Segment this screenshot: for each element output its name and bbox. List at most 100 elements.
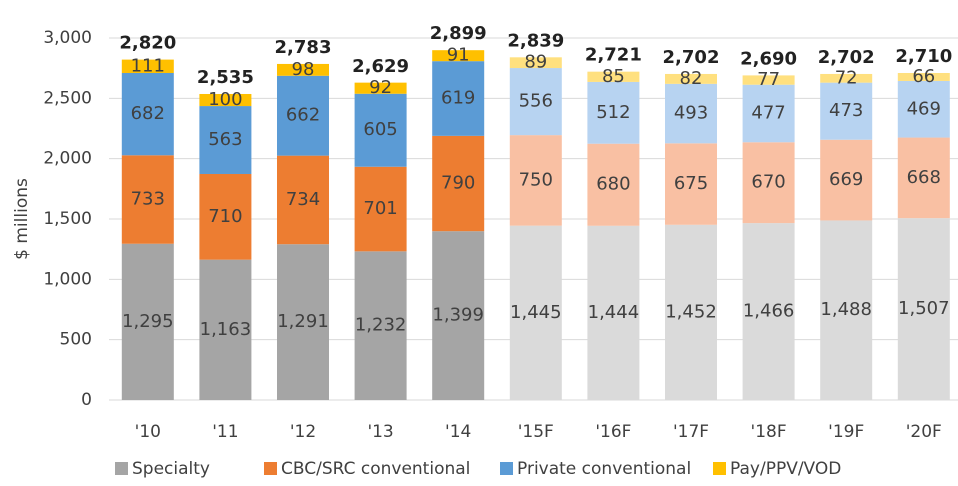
x-tick-label: '13 xyxy=(367,422,393,442)
legend-label: Specialty xyxy=(132,459,210,479)
data-label: 512 xyxy=(596,102,630,123)
data-label: 100 xyxy=(208,89,242,110)
bar-segment xyxy=(587,71,640,82)
legend-label: Pay/PPV/VOD xyxy=(730,459,841,479)
legend-label: Private conventional xyxy=(517,459,691,479)
data-label: 66 xyxy=(912,66,935,87)
data-label: 675 xyxy=(674,173,708,194)
data-label: 734 xyxy=(286,189,320,210)
bar-segment xyxy=(121,59,174,73)
data-label: 1,488 xyxy=(820,299,872,320)
data-label: 72 xyxy=(835,67,858,88)
bar-segment xyxy=(820,220,873,400)
y-tick-label: 1,000 xyxy=(43,269,92,289)
x-tick-label: '10 xyxy=(135,422,161,442)
data-label: 668 xyxy=(907,167,941,188)
legend-swatch xyxy=(713,462,726,475)
bar-segment xyxy=(432,61,485,136)
y-tick-label: 2,000 xyxy=(43,149,92,169)
data-label: 469 xyxy=(907,98,941,119)
data-label: 77 xyxy=(757,69,780,90)
total-label: 2,702 xyxy=(663,47,720,68)
bar-segment xyxy=(277,244,329,400)
bar-segment xyxy=(897,72,950,81)
bar-segment xyxy=(897,137,950,219)
data-label: 1,444 xyxy=(588,302,640,323)
total-label: 2,839 xyxy=(507,30,564,51)
bar-segment xyxy=(121,155,174,244)
data-label: 750 xyxy=(519,169,553,190)
bar-segment xyxy=(509,57,562,69)
legend-swatch xyxy=(264,462,277,475)
bar-segment xyxy=(820,73,873,83)
bar-segment xyxy=(121,243,174,400)
y-tick-label: 1,500 xyxy=(43,209,92,229)
bar-segment xyxy=(587,225,640,400)
y-tick-label: 500 xyxy=(60,330,92,350)
data-label: 662 xyxy=(286,105,320,126)
legend-label: CBC/SRC conventional xyxy=(281,459,470,479)
bar-segment xyxy=(897,80,950,138)
bar-segment xyxy=(820,139,873,221)
data-label: 92 xyxy=(369,77,392,98)
data-label: 563 xyxy=(208,129,242,150)
data-label: 1,291 xyxy=(277,311,329,332)
legend-swatch xyxy=(500,462,513,475)
x-tick-label: '19F xyxy=(828,422,864,442)
bar-segment xyxy=(277,75,329,156)
data-label: 605 xyxy=(363,119,397,140)
total-label: 2,535 xyxy=(197,67,254,88)
data-label: 733 xyxy=(131,189,165,210)
bar-segment xyxy=(665,143,717,225)
data-label: 1,163 xyxy=(200,319,252,340)
data-label: 670 xyxy=(751,172,785,193)
data-label: 619 xyxy=(441,88,475,109)
y-tick-label: 3,000 xyxy=(43,28,92,48)
bar-segment xyxy=(432,135,485,232)
bar-segment xyxy=(587,143,640,226)
data-label: 111 xyxy=(131,55,165,76)
data-label: 1,452 xyxy=(665,301,717,322)
bar-segment xyxy=(354,251,407,400)
x-tick-label: '12 xyxy=(290,422,316,442)
bar-segment xyxy=(509,68,562,136)
total-label: 2,721 xyxy=(585,45,642,66)
bar-segment xyxy=(354,82,407,94)
data-label: 1,295 xyxy=(122,311,174,332)
data-label: 473 xyxy=(829,100,863,121)
bar-segment xyxy=(199,93,252,107)
data-label: 701 xyxy=(363,198,397,219)
bar-segment xyxy=(277,155,329,245)
bar-segment xyxy=(665,73,717,84)
data-label: 1,232 xyxy=(355,315,407,336)
data-label: 477 xyxy=(751,102,785,123)
total-label: 2,629 xyxy=(352,56,409,77)
data-label: 1,399 xyxy=(432,305,484,326)
data-label: 1,507 xyxy=(898,298,950,319)
bar-segment xyxy=(742,84,795,143)
total-label: 2,899 xyxy=(430,23,487,44)
y-tick-label: 2,500 xyxy=(43,88,92,108)
total-label: 2,710 xyxy=(895,46,952,67)
x-tick-label: '11 xyxy=(212,422,238,442)
bar-segment xyxy=(354,93,407,167)
data-label: 710 xyxy=(208,206,242,227)
total-label: 2,820 xyxy=(119,33,176,54)
data-label: 98 xyxy=(292,59,315,80)
bar-segment xyxy=(121,72,174,156)
data-label: 82 xyxy=(680,68,703,89)
x-tick-label: '17F xyxy=(673,422,709,442)
legend-swatch xyxy=(115,462,128,475)
bar-segment xyxy=(897,218,950,400)
x-tick-label: '20F xyxy=(906,422,942,442)
y-tick-label: 0 xyxy=(81,390,92,410)
data-label: 556 xyxy=(519,91,553,112)
bar-segment xyxy=(509,135,562,226)
bar-segment xyxy=(199,259,252,400)
data-label: 680 xyxy=(596,174,630,195)
bar-segment xyxy=(742,223,795,400)
bar-segment xyxy=(587,81,640,144)
x-tick-label: '16F xyxy=(595,422,631,442)
total-label: 2,702 xyxy=(818,47,875,68)
